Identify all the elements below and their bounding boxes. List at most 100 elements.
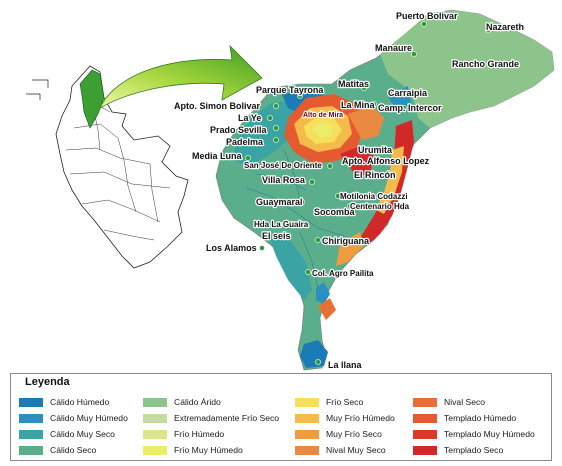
legend-entry: Cálido Árido: [143, 396, 221, 408]
legend-entry: Muy Frío Húmedo: [295, 412, 395, 424]
place-label: Chiriguana: [322, 236, 370, 246]
legend-entry: Cálido Muy Húmedo: [19, 412, 128, 424]
legend-label: Frío Seco: [326, 397, 364, 407]
place-label: La Ye: [238, 113, 261, 123]
station-marker: [299, 199, 305, 205]
legend-entry: Nival Seco: [413, 396, 485, 408]
station-marker: [305, 269, 311, 275]
legend-swatch: [143, 429, 167, 439]
zone-perija-band-east: [348, 106, 384, 140]
legend-swatch: [413, 413, 437, 423]
legend-swatch: [295, 397, 319, 407]
station-marker: [315, 359, 321, 365]
legend-entry: Templado Seco: [413, 444, 503, 456]
legend-label: Frío Húmedo: [174, 429, 225, 439]
station-marker: [273, 125, 279, 131]
station-marker: [315, 237, 321, 243]
map-legend: Leyenda Cálido Húmedo Cálido Muy Húmedo Cá…: [10, 373, 552, 461]
legend-entry: Muy Frío Seco: [295, 428, 382, 440]
legend-swatch: [143, 445, 167, 455]
zone-calido-arido: [380, 10, 554, 128]
legend-label: Templado Seco: [444, 445, 504, 455]
legend-label: Nival Seco: [444, 397, 486, 407]
legend-swatch: [413, 429, 437, 439]
legend-swatch: [19, 413, 43, 423]
station-marker: [393, 91, 399, 97]
station-marker: [371, 101, 377, 107]
legend-label: Extremadamente Frío Seco: [174, 413, 280, 423]
place-label: Carraipia: [388, 88, 428, 98]
legend-label: Templado Húmedo: [444, 413, 517, 423]
place-label: Los Alamos: [206, 243, 257, 253]
place-label: Manaure: [375, 43, 412, 53]
place-label: Parque Tayrona: [256, 85, 324, 95]
place-label: Prado Sevilla: [210, 125, 268, 135]
zone-templado-south: [336, 232, 364, 266]
place-label: Matitas: [338, 79, 369, 89]
place-label: Rancho Grande: [452, 59, 519, 69]
station-marker: [361, 85, 367, 91]
place-label: Alto de Mira: [303, 112, 343, 119]
station-marker: [309, 179, 315, 185]
zone-calido-muy-seco: [234, 100, 300, 166]
legend-label: Cálido Húmedo: [50, 397, 110, 407]
legend-label: Cálido Muy Húmedo: [50, 413, 128, 423]
place-label: El Rincón: [354, 170, 396, 180]
place-label: Centenario Hda: [350, 202, 410, 211]
river-lines: [245, 149, 345, 289]
place-label: Apto. Alfonso Lopez: [342, 156, 430, 166]
legend-swatch: [143, 397, 167, 407]
zone-calido-muy-seco-south: [268, 234, 312, 300]
zone-calido-muy-humedo: [316, 282, 330, 304]
inset-region-highlight: [79, 69, 105, 129]
place-label: Col. Agro Pailita: [312, 269, 374, 278]
station-marker: [401, 105, 407, 111]
station-marker: [453, 61, 459, 67]
station-marker: [359, 147, 365, 153]
legend-label: Cálido Muy Seco: [50, 429, 115, 439]
legend-swatch: [295, 445, 319, 455]
legend-entry: Cálido Muy Seco: [19, 428, 115, 440]
place-label: Villa Rosa: [262, 175, 306, 185]
station-marker: [259, 245, 265, 251]
station-marker: [421, 21, 427, 27]
legend-label: Cálido Árido: [174, 397, 221, 407]
legend-label: Muy Frío Húmedo: [326, 413, 395, 423]
station-marker: [411, 51, 417, 57]
station-marker: [347, 203, 353, 209]
place-labels: Puerto Bolivar Nazareth Manaure Rancho G…: [173, 10, 525, 371]
place-label: Guaymaral: [256, 197, 303, 207]
place-label: Urumita: [358, 145, 393, 155]
zone-templado-muy-humedo: [340, 146, 374, 176]
station-marker: [319, 209, 325, 215]
legend-swatch: [295, 413, 319, 423]
legend-swatch: [19, 429, 43, 439]
station-marker: [335, 193, 341, 199]
station-marker: [355, 173, 361, 179]
legend-entry: Frío Muy Húmedo: [143, 444, 243, 456]
zone-calido-humedo-south: [300, 340, 328, 368]
legend-label: Frío Muy Húmedo: [174, 445, 243, 455]
place-label: Apto. Simon Bolivar: [174, 101, 261, 111]
station-marker: [297, 93, 303, 99]
legend-label: Nival Muy Seco: [326, 445, 386, 455]
climate-zone-map: [215, 9, 555, 371]
place-label: La Mina: [341, 100, 375, 110]
legend-entry: Cálido Húmedo: [19, 396, 109, 408]
legend-entry: Frío Seco: [295, 396, 363, 408]
legend-label: Cálido Seco: [50, 445, 97, 455]
legend-label: Templado Muy Húmedo: [444, 429, 535, 439]
legend-entry: Nival Muy Seco: [295, 444, 386, 456]
place-label: Puerto Bolivar: [396, 11, 458, 21]
station-marker: [267, 115, 273, 121]
inset-island-lines: [26, 79, 49, 100]
legend-swatch: [19, 397, 43, 407]
place-label: La llana: [328, 360, 363, 370]
zone-templado-south-red: [318, 298, 336, 320]
legend-title: Leyenda: [25, 376, 70, 388]
place-label: Socomba: [314, 207, 356, 217]
legend-label: Muy Frío Seco: [326, 429, 382, 439]
place-label: Media Luna: [192, 151, 242, 161]
legend-swatch: [413, 445, 437, 455]
place-label: Motilonia Codazzi: [340, 192, 408, 201]
